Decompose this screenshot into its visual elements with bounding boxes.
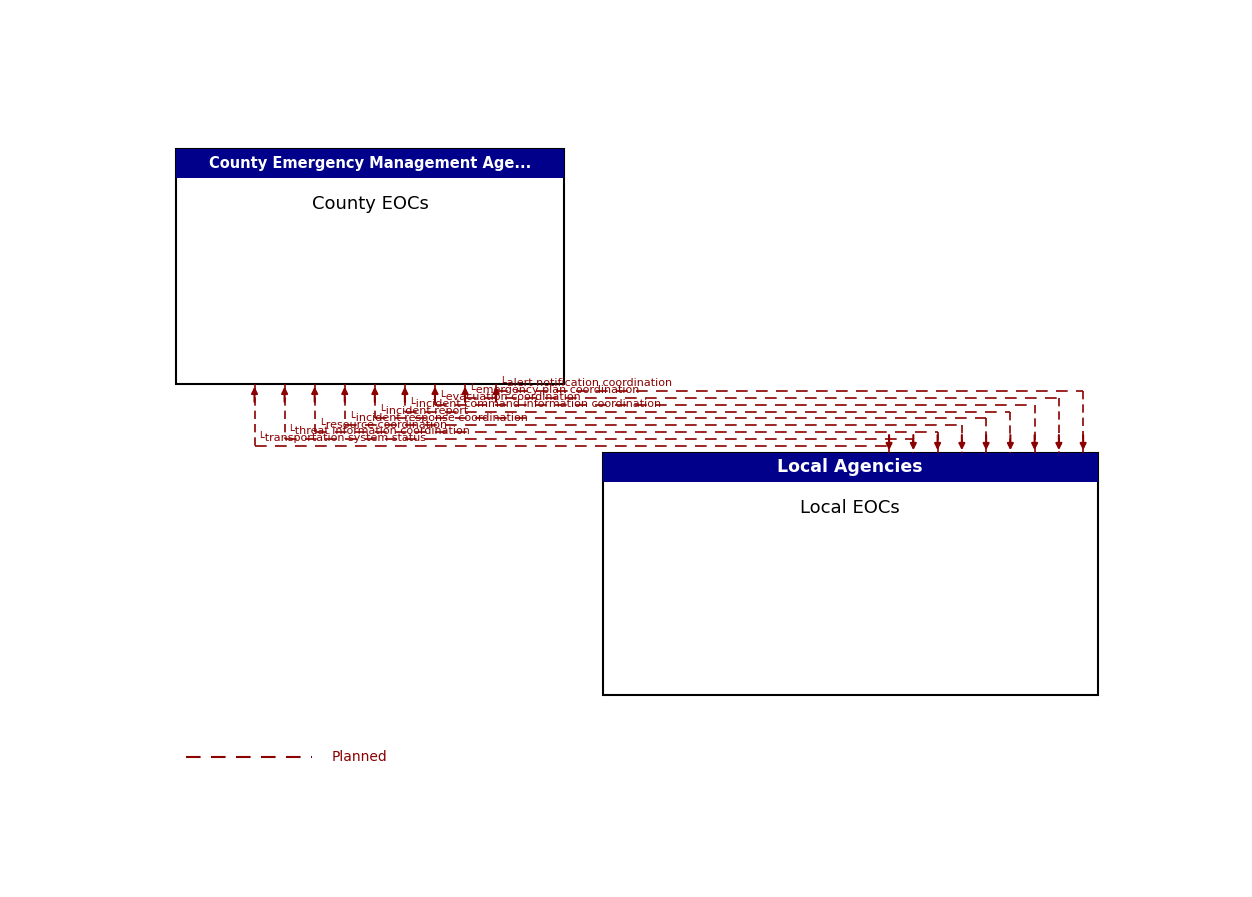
Text: Planned: Planned	[331, 750, 387, 764]
Text: └threat information coordination: └threat information coordination	[288, 426, 471, 437]
Bar	[602, 453, 1098, 694]
Text: Local Agencies: Local Agencies	[777, 458, 923, 476]
Text: └incident command information coordination: └incident command information coordinati…	[408, 399, 661, 409]
Text: └incident report: └incident report	[378, 404, 468, 415]
Text: Local EOCs: Local EOCs	[800, 500, 900, 518]
Bar	[175, 149, 563, 384]
Text: └resource coordination: └resource coordination	[318, 420, 447, 430]
Text: County Emergency Management Age...: County Emergency Management Age...	[209, 156, 531, 171]
Text: └transportation system status: └transportation system status	[258, 431, 427, 443]
Bar	[175, 149, 563, 179]
Text: └alert notification coordination: └alert notification coordination	[500, 378, 672, 388]
Text: └incident response coordination: └incident response coordination	[348, 411, 527, 422]
Text: └evacuation coordination: └evacuation coordination	[439, 392, 581, 402]
Text: └emergency plan coordination: └emergency plan coordination	[470, 383, 640, 395]
Text: County EOCs: County EOCs	[312, 196, 428, 213]
Bar	[602, 453, 1098, 482]
